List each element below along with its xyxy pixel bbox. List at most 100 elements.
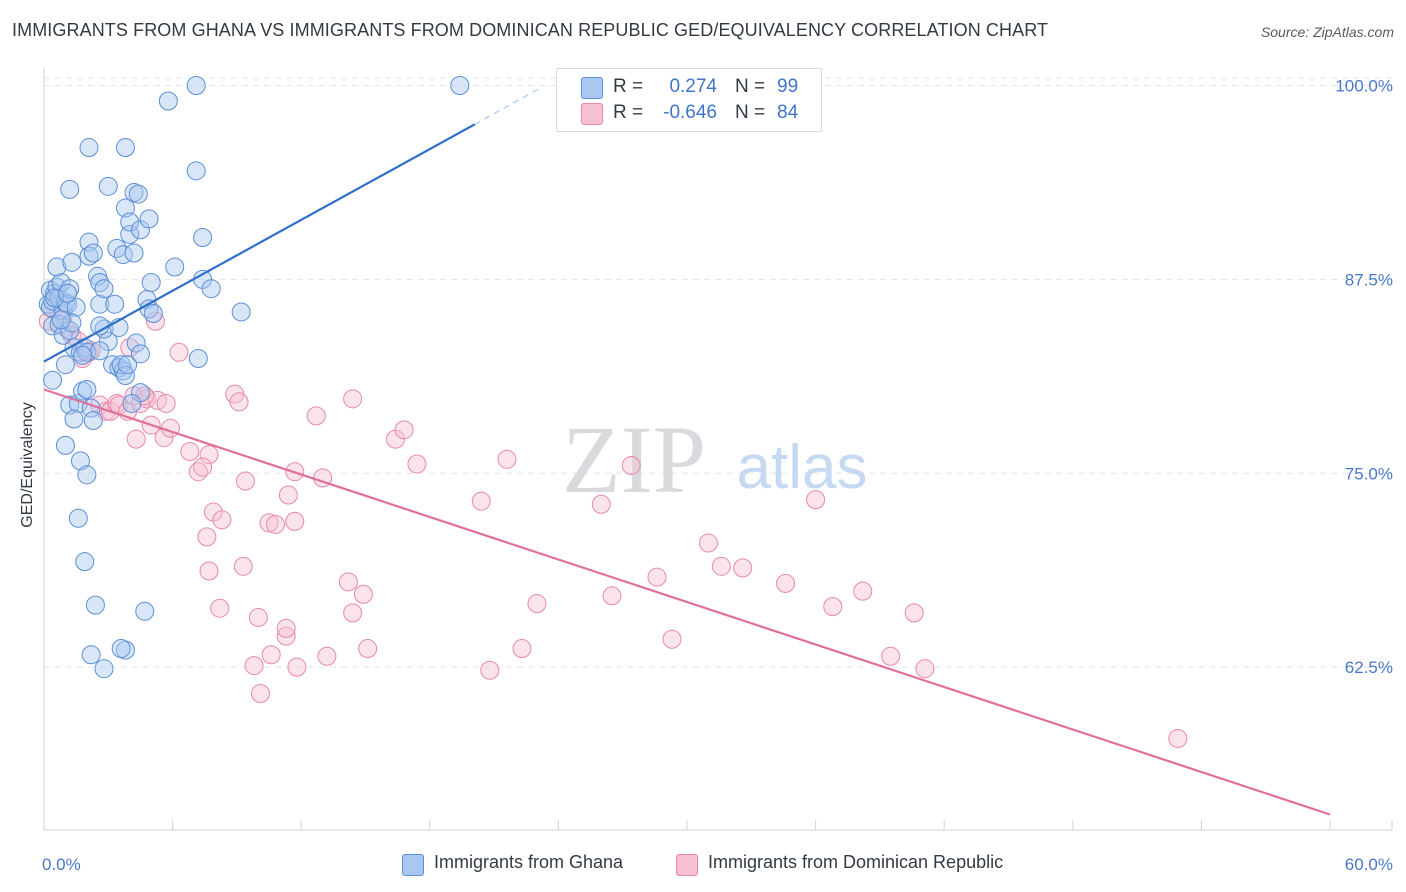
dominican-republic-point xyxy=(662,629,682,649)
dominican-republic-point xyxy=(126,429,146,449)
ghana-point xyxy=(141,272,161,292)
ghana-point xyxy=(118,355,138,375)
n-value: 99 xyxy=(777,76,799,97)
dominican-republic-point xyxy=(806,490,826,510)
dominican-republic-point xyxy=(853,581,873,601)
ghana-point xyxy=(58,283,78,303)
y-tick-label: 100.0% xyxy=(1335,77,1393,96)
dominican-republic-point xyxy=(776,573,796,593)
dominican-republic-point xyxy=(199,561,219,581)
ghana-point xyxy=(111,639,131,659)
n-value: 84 xyxy=(777,102,799,123)
dominican-republic-point xyxy=(265,514,285,534)
ghana-point xyxy=(135,601,155,621)
dominican-republic-point xyxy=(278,485,298,505)
ghana-point xyxy=(85,595,105,615)
n-label: N = xyxy=(735,102,766,123)
watermark-atlas: atlas xyxy=(737,433,868,502)
series-ghana-points xyxy=(38,76,470,679)
ghana-point xyxy=(68,508,88,528)
ghana-swatch xyxy=(581,77,603,99)
dominican-republic-point xyxy=(156,393,176,413)
dominican-republic-point xyxy=(407,454,427,474)
ghana-point xyxy=(122,393,142,413)
dominican-republic-point xyxy=(512,639,532,659)
axes xyxy=(43,68,1393,831)
ghana-point xyxy=(43,370,63,390)
dominican-republic-point xyxy=(358,639,378,659)
dominican-republic-point xyxy=(276,618,296,638)
ghana-point xyxy=(128,184,148,204)
dominican-republic-point xyxy=(229,392,249,412)
ghana-point xyxy=(139,209,159,229)
ghana-point xyxy=(115,138,135,158)
ghana-point xyxy=(165,257,185,277)
dominican-republic-point xyxy=(212,510,232,530)
dominican-republic-point xyxy=(394,420,414,440)
ghana-legend-swatch xyxy=(402,854,424,876)
n-label: N = xyxy=(735,76,766,97)
ghana-point xyxy=(188,348,208,368)
ghana-point xyxy=(98,176,118,196)
dominican-republic-point xyxy=(145,311,165,331)
ghana-point xyxy=(186,76,206,96)
r-label: R = xyxy=(613,76,644,97)
dominican-republic-point xyxy=(287,657,307,677)
ghana-point xyxy=(75,552,95,572)
ghana-point xyxy=(77,380,97,400)
watermark-zip: ZIP xyxy=(562,406,706,513)
ghana-point xyxy=(73,345,93,365)
dominican-republic-point xyxy=(261,645,281,665)
dominican-republic-point xyxy=(259,513,279,533)
ghana-point xyxy=(51,310,71,330)
series-dominican-republic-points xyxy=(38,299,1188,748)
ghana-point xyxy=(83,243,103,263)
legend-label-dominican-republic: Immigrants from Dominican Republic xyxy=(708,852,1004,872)
dominican-republic-point xyxy=(1168,728,1188,748)
ghana-point xyxy=(62,313,82,333)
dominican-republic-point xyxy=(317,646,337,666)
dominican-republic-point xyxy=(602,586,622,606)
r-value: 0.274 xyxy=(669,76,717,97)
dominican-republic-point xyxy=(881,646,901,666)
dominican-republic-point xyxy=(199,445,219,465)
ghana-point xyxy=(70,451,90,471)
tick-labels: 62.5% 75.0% 87.5% 100.0% 0.0% 60.0% xyxy=(42,77,1393,874)
ghana-point xyxy=(45,288,65,308)
ghana-point xyxy=(120,212,140,232)
ghana-point xyxy=(79,138,99,158)
x-tick-label: 60.0% xyxy=(1345,855,1393,874)
ghana-point xyxy=(111,355,131,375)
dominican-republic-point xyxy=(233,556,253,576)
ghana-point xyxy=(90,316,110,336)
ghana-point xyxy=(193,228,213,248)
dominican-republic-point xyxy=(169,342,189,362)
ghana-point xyxy=(130,344,150,364)
dominican-republic-point xyxy=(621,456,641,476)
dominican-republic-point xyxy=(250,684,270,704)
dominican-republic-point xyxy=(244,656,264,676)
trend-lines xyxy=(43,88,1331,816)
ghana-point xyxy=(47,257,67,277)
dominican-republic-swatch xyxy=(581,103,603,125)
dominican-republic-point xyxy=(527,594,547,614)
dominican-republic-point xyxy=(904,603,924,623)
legend-label-ghana: Immigrants from Ghana xyxy=(434,852,624,872)
dominican-republic-point xyxy=(285,511,305,531)
dominican-republic-point xyxy=(180,442,200,462)
ghana-point xyxy=(90,294,110,314)
chart-title: IMMIGRANTS FROM GHANA VS IMMIGRANTS FROM… xyxy=(12,20,1049,40)
y-tick-label: 62.5% xyxy=(1345,658,1393,677)
y-tick-label: 75.0% xyxy=(1345,464,1393,483)
source-credit: Source: ZipAtlas.com xyxy=(1260,24,1394,40)
dominican-republic-point xyxy=(915,659,935,679)
ghana-point xyxy=(94,279,114,299)
ghana-point xyxy=(90,341,110,361)
ghana-point xyxy=(450,76,470,96)
x-tick-label: 0.0% xyxy=(42,855,81,874)
dominican-republic-point xyxy=(480,660,500,680)
dominican-republic-point xyxy=(248,608,268,628)
ghana-point xyxy=(64,409,84,429)
dominican-republic-point xyxy=(698,533,718,553)
